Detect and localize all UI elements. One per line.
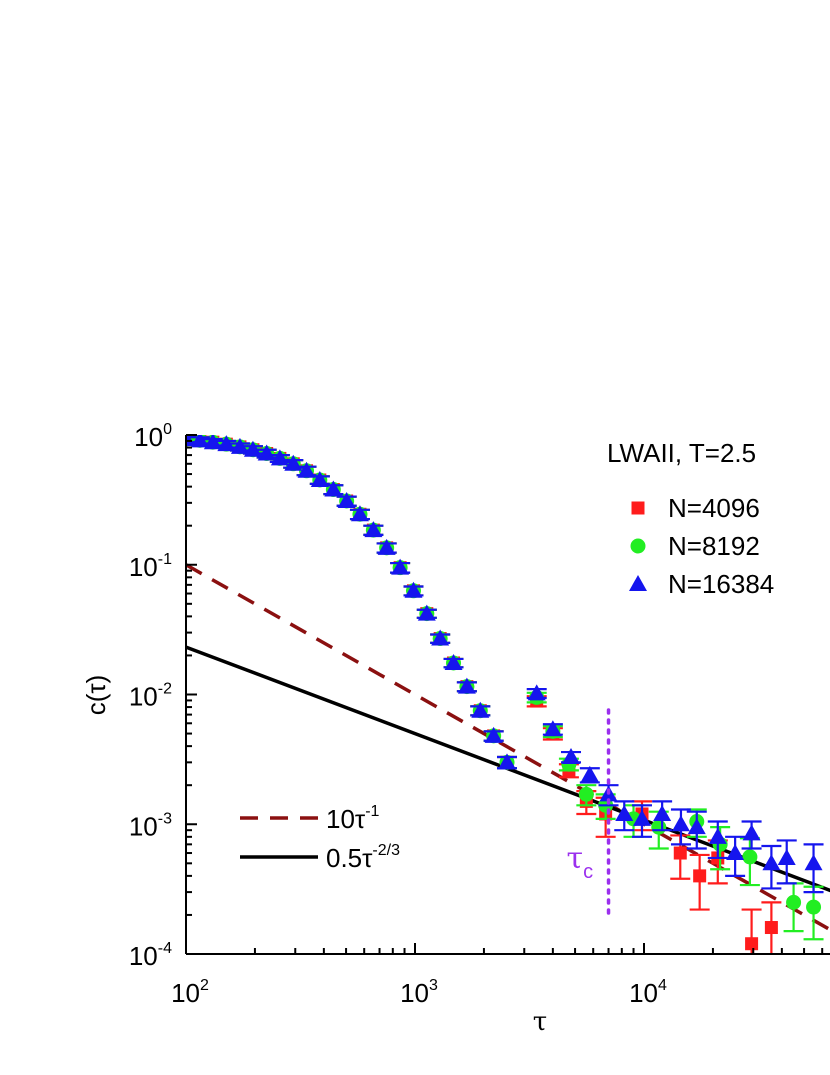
data-point: [615, 804, 634, 821]
error-bar: [741, 908, 762, 954]
data-point: [742, 849, 758, 865]
legend-label: 10τ-1: [326, 803, 380, 834]
tau-c-label: τc: [567, 841, 594, 883]
data-point: [217, 435, 236, 452]
data-point: [708, 827, 727, 844]
tau-c-marker: τc: [567, 708, 611, 918]
x-tick-label: 104: [629, 977, 667, 1008]
legend-label: N=4096: [668, 493, 760, 523]
data-point: [764, 921, 778, 935]
data-point: [350, 505, 369, 522]
legend-item: N=16384: [629, 569, 774, 599]
y-tick-label: 10-1: [129, 551, 172, 582]
data-point: [257, 444, 276, 461]
fit-line-1: [186, 563, 830, 932]
legend-marker: [629, 575, 647, 591]
data-point: [230, 437, 249, 454]
data-point: [543, 720, 562, 737]
data-point: [562, 747, 581, 764]
data-series: [186, 435, 824, 954]
data-point: [270, 449, 289, 466]
data-point: [417, 604, 436, 621]
series-triangle: [186, 435, 824, 894]
data-point: [484, 726, 503, 743]
data-point: [310, 470, 329, 487]
data-point: [580, 765, 599, 782]
y-tick-label: 10-4: [129, 940, 172, 971]
data-point: [804, 854, 823, 871]
data-point: [190, 435, 209, 448]
data-point: [431, 629, 450, 646]
data-point: [457, 677, 476, 694]
axes: 102 103 104 100 10-1 10-2 10-3 10-4 τ c(τ): [81, 421, 830, 1037]
legend-marker: [630, 538, 646, 554]
chart-title: LWAII, T=2.5: [607, 438, 756, 468]
data-point: [653, 804, 672, 821]
data-point: [578, 786, 594, 802]
legend-label: N=8192: [668, 531, 760, 561]
legend-label: 0.5τ-2/3: [326, 842, 400, 873]
data-point: [673, 846, 687, 860]
data-point: [527, 684, 546, 701]
legend: LWAII, T=2.5 N=4096 N=8192 N=16384 10τ-1 0.5τ…: [240, 438, 774, 873]
legend-item: N=8192: [630, 531, 760, 561]
data-point: [651, 819, 667, 835]
data-point: [786, 894, 802, 910]
fit-lines: [186, 563, 830, 932]
data-point: [693, 869, 707, 883]
data-point: [497, 753, 516, 770]
data-point: [742, 824, 761, 841]
data-point: [444, 653, 463, 670]
x-axis-title: τ: [533, 1007, 547, 1037]
x-tick-label: 103: [400, 977, 438, 1008]
data-point: [632, 809, 651, 826]
data-point: [391, 558, 410, 575]
x-tick-label: 102: [171, 977, 209, 1008]
legend-marker: [631, 501, 645, 515]
data-point: [806, 899, 822, 915]
data-point: [687, 818, 706, 835]
data-point: [404, 581, 423, 598]
data-point: [377, 538, 396, 555]
data-point: [471, 701, 490, 718]
data-point: [762, 854, 781, 871]
legend-label: N=16384: [668, 569, 774, 599]
y-axis-title: c(τ): [81, 675, 111, 716]
data-point: [364, 521, 383, 538]
error-bar: [761, 901, 782, 954]
y-tick-label: 100: [134, 421, 172, 452]
legend-item: 0.5τ-2/3: [240, 842, 400, 873]
y-tick-label: 10-3: [129, 810, 172, 841]
legend-item: N=4096: [631, 493, 760, 523]
data-point: [243, 440, 262, 457]
y-tick-label: 10-2: [129, 681, 172, 712]
data-point: [203, 435, 222, 450]
data-point: [297, 461, 316, 478]
legend-item: 10τ-1: [240, 803, 380, 834]
data-point: [777, 848, 796, 865]
data-point: [671, 815, 690, 832]
data-point: [745, 937, 759, 951]
fit-line-2: [186, 645, 830, 893]
data-point: [324, 480, 343, 497]
series-square: [186, 435, 782, 954]
data-point: [726, 844, 745, 861]
data-point: [337, 491, 356, 508]
